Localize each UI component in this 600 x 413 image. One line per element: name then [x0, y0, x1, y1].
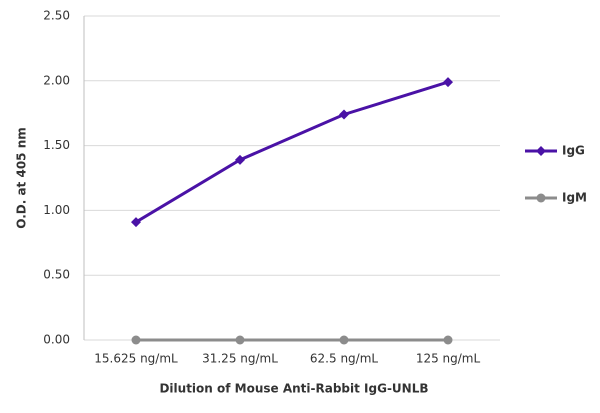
marker: [443, 335, 453, 345]
marker: [131, 335, 141, 345]
x-axis-title: Dilution of Mouse Anti-Rabbit IgG-UNLB: [159, 382, 428, 396]
x-tick-label: 31.25 ng/mL: [202, 352, 278, 366]
legend-marker: [536, 146, 546, 156]
x-tick-label: 125 ng/mL: [416, 352, 481, 366]
series-line: [135, 80, 449, 224]
marker: [339, 335, 349, 345]
legend-marker: [536, 193, 546, 203]
marker: [339, 109, 349, 120]
marker: [443, 77, 453, 88]
x-tick-label: 62.5 ng/mL: [310, 352, 378, 366]
y-tick-label: 1.50: [43, 138, 70, 152]
legend-label: IgG: [562, 144, 585, 158]
y-tick-label: 2.00: [43, 73, 70, 87]
legend-label: IgM: [562, 191, 587, 205]
y-tick-label: 0.00: [43, 333, 70, 347]
marker: [235, 335, 245, 345]
y-tick-label: 1.00: [43, 203, 70, 217]
y-axis-title: O.D. at 405 nm: [15, 127, 29, 228]
marker: [131, 217, 141, 228]
y-tick-label: 0.50: [43, 268, 70, 282]
x-tick-label: 15.625 ng/mL: [94, 352, 178, 366]
y-tick-label: 2.50: [43, 9, 70, 23]
marker: [235, 154, 245, 165]
